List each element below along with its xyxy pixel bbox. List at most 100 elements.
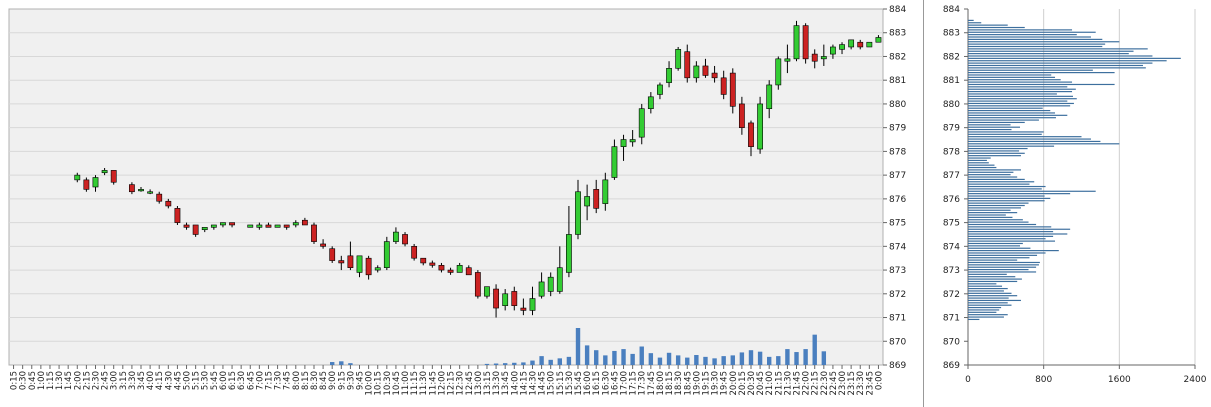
profile-bar — [968, 138, 1091, 140]
profile-bar — [968, 140, 1101, 143]
profile-price-label: 882 — [943, 52, 960, 62]
candle-body — [802, 25, 809, 60]
profile-bar — [968, 228, 1071, 230]
candle-body — [92, 177, 99, 188]
candle-body — [411, 246, 418, 259]
time-tick-label: 11:15 — [410, 371, 420, 396]
candle-body — [620, 139, 627, 147]
time-tick-label: 23:45 — [865, 371, 875, 396]
time-tick-label: 10:45 — [392, 371, 402, 396]
price-tick-label: 876 — [889, 195, 906, 205]
candle-body — [857, 41, 864, 48]
candle-body — [274, 224, 281, 228]
profile-bar — [968, 57, 1181, 59]
time-tick-label: 14:15 — [519, 371, 529, 396]
profile-bar — [968, 34, 1077, 36]
candle-body — [566, 234, 572, 273]
profile-bar — [968, 147, 1028, 150]
profile-bar — [968, 114, 1068, 116]
profile-bar — [968, 126, 1021, 128]
time-tick-label: 1:30 — [55, 371, 65, 390]
price-tick-label: 877 — [889, 171, 906, 181]
profile-bar — [968, 247, 1031, 249]
price-tick-label: 875 — [889, 219, 906, 229]
profile-bar — [968, 90, 1073, 93]
profile-bar — [968, 297, 1009, 299]
time-tick-label: 19:00 — [692, 371, 702, 396]
volume-bar — [730, 355, 735, 365]
profile-bar — [968, 223, 1037, 226]
time-tick-label: 14:45 — [538, 371, 548, 396]
candle-body — [474, 272, 481, 297]
time-tick-label: 5:15 — [192, 371, 202, 390]
profile-bar — [968, 41, 1120, 43]
candle-body — [393, 231, 399, 242]
profile-bar — [968, 221, 1029, 223]
time-tick-label: 22:15 — [811, 371, 821, 396]
profile-bar — [968, 45, 1103, 48]
profile-bar — [968, 214, 1006, 216]
volume-bar — [566, 356, 572, 365]
time-tick-label: 13:15 — [483, 371, 493, 396]
profile-bar — [968, 292, 1012, 294]
panel-divider — [923, 0, 924, 407]
profile-price-label: 873 — [943, 266, 960, 276]
time-tick-label: 0:15 — [10, 371, 20, 390]
candle-body — [201, 227, 208, 231]
profile-bar — [968, 202, 1029, 204]
profile-bar — [968, 117, 1056, 119]
price-tick-label: 874 — [889, 242, 906, 252]
volume-bar — [594, 350, 599, 365]
candle-body — [575, 191, 581, 235]
candle-body — [283, 224, 290, 228]
profile-bar — [968, 74, 1052, 76]
profile-bar — [968, 318, 980, 321]
profile-price-label: 880 — [943, 100, 960, 110]
profile-bar — [968, 235, 1054, 237]
candle-body — [702, 65, 709, 76]
profile-bar — [968, 181, 1035, 183]
candle-body — [875, 37, 882, 43]
profile-bar — [968, 31, 1096, 33]
profile-bar — [968, 55, 1153, 57]
profile-bar — [968, 24, 1008, 26]
profile-bar — [968, 204, 1025, 207]
time-tick-label: 13:45 — [501, 371, 511, 396]
profile-bar — [968, 245, 1021, 247]
profile-bar — [968, 287, 1008, 290]
time-tick-label: 10:15 — [374, 371, 384, 396]
profile-bar — [968, 43, 1106, 45]
time-tick-label: 10:00 — [365, 371, 375, 396]
time-tick-label: 4:30 — [164, 371, 174, 390]
profile-bar — [968, 29, 1073, 31]
time-tick-label: 21:30 — [783, 371, 793, 396]
profile-bar — [968, 100, 1068, 102]
candle-body — [793, 25, 800, 60]
price-tick-label: 871 — [889, 314, 906, 324]
time-tick-label: 3:45 — [137, 371, 147, 390]
price-tick-label: 883 — [889, 29, 906, 39]
profile-bar — [968, 19, 974, 21]
candle-body — [784, 58, 791, 62]
profile-bar — [968, 86, 1068, 88]
candle-body — [693, 65, 700, 79]
profile-bar — [968, 155, 1021, 157]
time-tick-label: 9:30 — [346, 371, 356, 390]
profile-bar — [968, 26, 1025, 29]
profile-bar — [968, 36, 1091, 38]
candle-body — [611, 146, 618, 178]
profile-bar — [968, 285, 1003, 287]
profile-bar — [968, 69, 1093, 71]
profile-bar — [968, 309, 1000, 311]
candle-body — [265, 224, 272, 228]
volume-bar — [648, 353, 654, 365]
profile-bar — [968, 268, 1029, 271]
candle-body — [538, 281, 545, 297]
candle-body — [256, 224, 263, 228]
time-tick-label: 11:30 — [419, 371, 429, 396]
profile-bar — [968, 152, 1025, 154]
candle-body — [192, 224, 199, 235]
volume-bar — [812, 334, 817, 365]
price-tick-label: 881 — [889, 76, 906, 86]
volume-bar — [821, 351, 827, 365]
